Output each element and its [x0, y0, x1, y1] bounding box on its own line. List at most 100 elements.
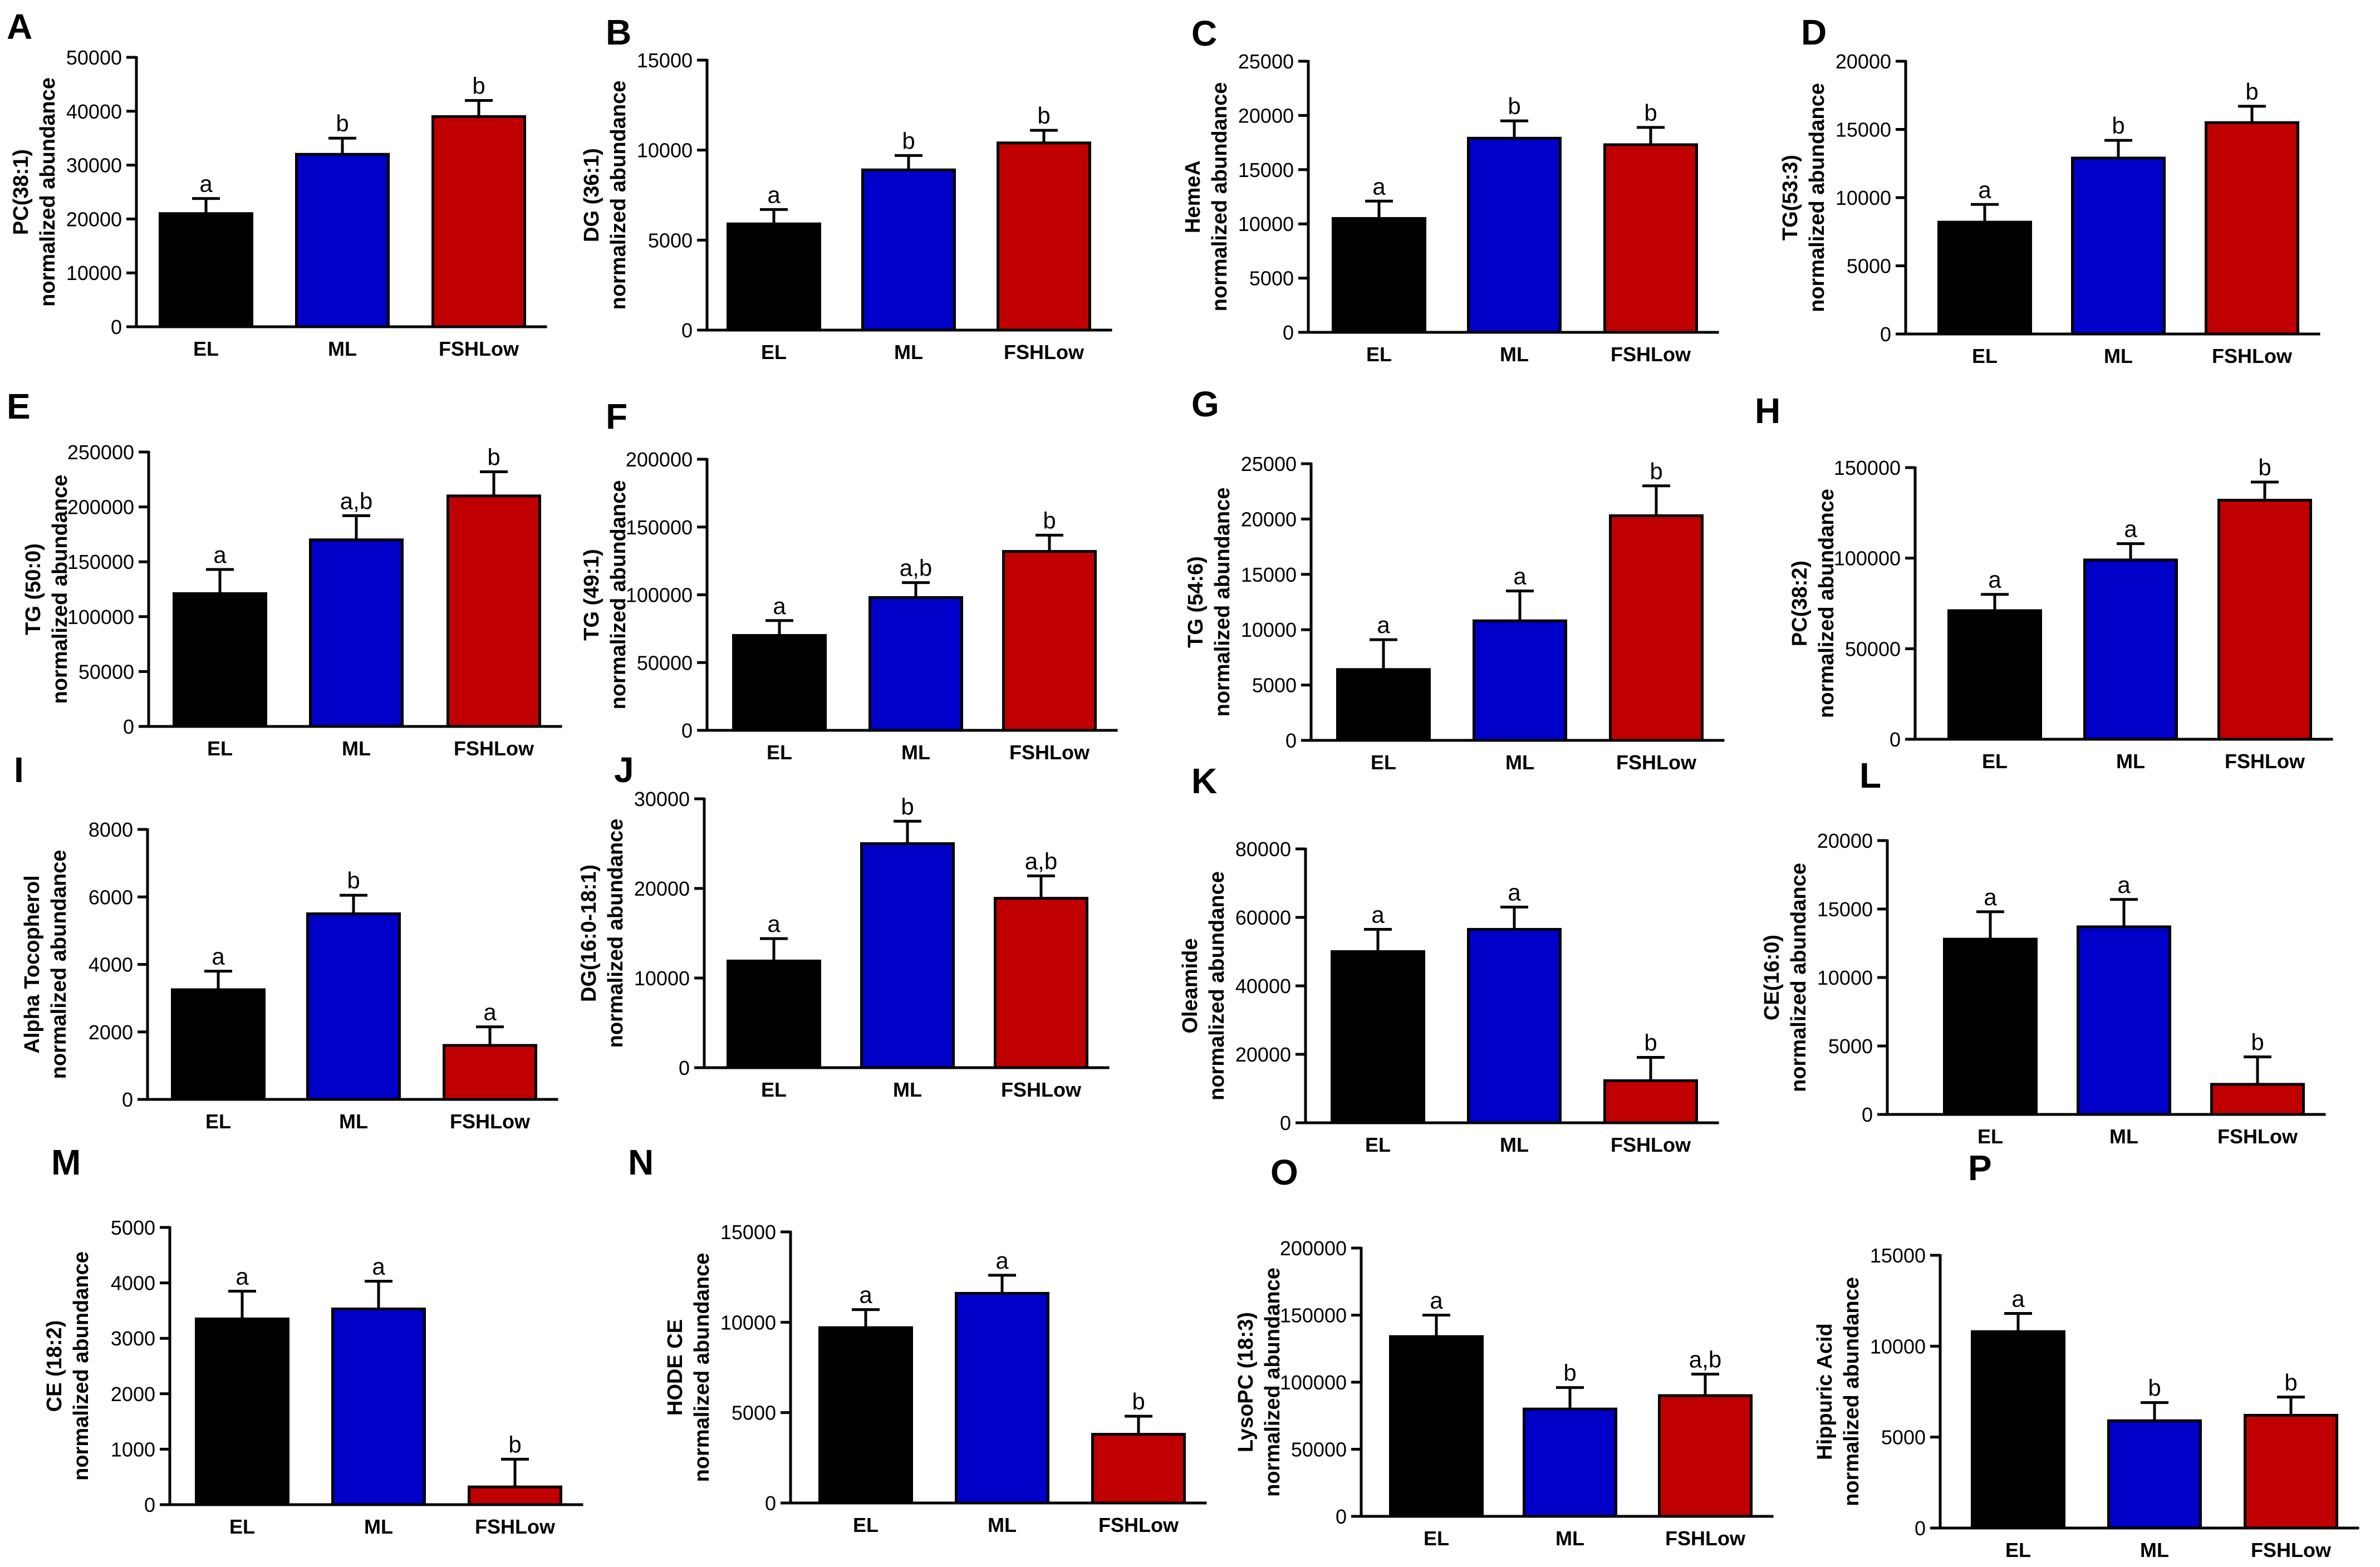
chart-panel-i: I 0 2000 4000 6000 8000 Alpha Tocopherol normal…: [14, 750, 558, 1133]
x-tick-label: FSHLow: [1665, 1527, 1746, 1550]
x-tick-label: EL: [2005, 1539, 2031, 1561]
significance-label: b: [1043, 507, 1056, 533]
panel-letter: H: [1755, 391, 1780, 431]
y-tick-label: 2000: [89, 1021, 133, 1044]
x-tick-label: ML: [364, 1515, 393, 1538]
x-tick-label: EL: [193, 337, 219, 360]
y-tick-label: 150000: [1280, 1304, 1347, 1327]
y-tick-label: 40000: [66, 100, 122, 123]
x-tick-label: FSHLow: [439, 337, 519, 360]
panel-letter: F: [606, 396, 627, 436]
y-axis-subtitle: normalized abundance: [1787, 863, 1810, 1092]
x-tick-label: EL: [229, 1515, 255, 1538]
y-tick-label: 200000: [626, 448, 693, 471]
panel-letter: P: [1968, 1148, 1992, 1188]
y-tick-label: 0: [1280, 1112, 1291, 1134]
x-tick-label: FSHLow: [2225, 750, 2305, 773]
panel-letter: O: [1270, 1152, 1298, 1192]
y-tick-label: 5000: [1249, 267, 1294, 290]
significance-label: b: [336, 110, 349, 136]
y-tick-label: 0: [1862, 1103, 1873, 1126]
x-tick-label: ML: [1500, 343, 1529, 366]
y-tick-label: 150000: [1834, 456, 1901, 479]
bar-fshlow: [431, 115, 526, 328]
y-tick-label: 15000: [720, 1221, 776, 1244]
bar-ml: [2107, 1419, 2202, 1530]
x-tick-label: FSHLow: [1616, 751, 1697, 774]
y-tick-label: 0: [111, 316, 122, 338]
y-tick-label: 10000: [1870, 1335, 1926, 1358]
y-axis-subtitle: normalized abundance: [1208, 82, 1231, 312]
bar-el: [727, 959, 821, 1069]
bar-fshlow: [446, 494, 541, 728]
y-axis-subtitle: normalized abundance: [48, 475, 72, 704]
y-tick-label: 0: [681, 719, 693, 742]
panel-letter: N: [628, 1142, 654, 1182]
x-tick-label: FSHLow: [2212, 345, 2293, 367]
y-axis-title: HemeA: [1181, 160, 1205, 233]
significance-label: a: [767, 181, 781, 208]
y-tick-label: 20000: [634, 877, 690, 900]
y-tick-label: 150000: [67, 551, 134, 573]
panel-letter: M: [51, 1142, 81, 1182]
y-tick-label: 3000: [111, 1327, 155, 1350]
y-tick-label: 20000: [1235, 1043, 1291, 1066]
chart-panel-d: D 0 5000 10000 15000 20000 TG(53:3) normalized …: [1779, 12, 2320, 367]
y-axis-subtitle: normalized abundance: [1815, 489, 1838, 718]
significance-label: b: [1132, 1388, 1145, 1414]
y-tick-label: 15000: [637, 49, 693, 72]
panel-letter: K: [1191, 761, 1217, 801]
x-tick-label: ML: [988, 1514, 1017, 1536]
bar-ml: [1523, 1407, 1617, 1518]
y-tick-label: 10000: [637, 139, 693, 162]
significance-label: b: [1508, 93, 1520, 119]
y-tick-label: 15000: [1836, 119, 1891, 141]
x-tick-label: FSHLow: [454, 737, 534, 760]
y-tick-label: 80000: [1235, 838, 1291, 861]
y-axis-subtitle: normalized abundance: [1805, 83, 1829, 312]
x-tick-label: FSHLow: [2251, 1539, 2332, 1561]
y-tick-label: 200000: [67, 496, 134, 519]
panel-letter: C: [1191, 13, 1217, 53]
bar-el: [1943, 937, 2038, 1116]
significance-label: b: [2284, 1369, 2297, 1396]
bar-ml: [2077, 925, 2171, 1116]
significance-label: b: [508, 1431, 521, 1457]
bar-ml: [861, 168, 956, 332]
x-tick-label: FSHLow: [1009, 741, 1090, 764]
bar-el: [173, 592, 267, 728]
y-axis-title: Hippuric Acid: [1813, 1323, 1837, 1460]
x-tick-label: FSHLow: [1001, 1078, 1082, 1101]
bar-el: [1331, 950, 1425, 1124]
y-tick-label: 0: [765, 1492, 776, 1515]
chart-panel-j: J 0 10000 20000 30000 DG(16:0-18:1) normalized…: [577, 750, 1110, 1101]
bar-el: [727, 222, 821, 332]
bar-fshlow: [2210, 1083, 2305, 1116]
chart-panel-b: B 0 5000 10000 15000 DG (36:1) normalized abun…: [580, 12, 1112, 363]
y-tick-label: 0: [1336, 1505, 1347, 1528]
y-tick-label: 20000: [1238, 104, 1294, 127]
x-tick-label: EL: [1424, 1527, 1449, 1550]
significance-label: b: [1650, 458, 1662, 484]
significance-label: a: [1508, 880, 1521, 906]
bar-ml: [309, 538, 404, 728]
y-tick-label: 15000: [1817, 898, 1873, 921]
y-tick-label: 10000: [1238, 213, 1294, 235]
y-axis-title: PC(38:2): [1788, 561, 1812, 646]
bar-el: [1336, 668, 1431, 742]
y-tick-label: 5000: [648, 229, 693, 252]
significance-label: a: [1372, 173, 1386, 199]
panel-letter: G: [1191, 384, 1219, 424]
significance-label: a: [1513, 563, 1527, 590]
significance-label: a: [1978, 176, 1991, 203]
x-tick-label: ML: [893, 1078, 922, 1101]
y-tick-label: 40000: [1235, 975, 1291, 998]
bar-ml: [1467, 136, 1562, 334]
bar-fshlow: [2217, 499, 2312, 741]
x-tick-label: FSHLow: [475, 1515, 556, 1538]
significance-label: b: [472, 72, 485, 99]
y-axis-subtitle: normalized abundance: [36, 77, 60, 307]
x-tick-label: EL: [1972, 345, 1998, 367]
x-tick-label: EL: [207, 737, 233, 760]
